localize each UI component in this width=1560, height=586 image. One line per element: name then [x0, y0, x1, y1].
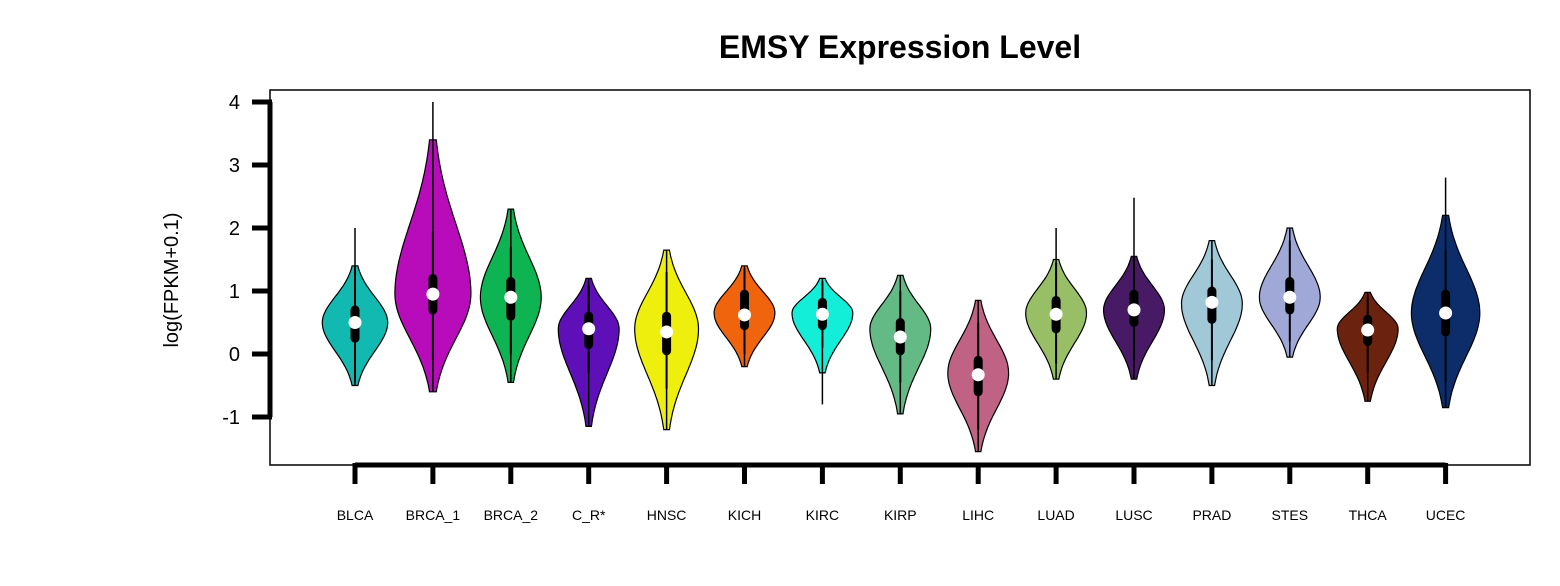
x-tick-label: BRCA_2: [484, 507, 539, 523]
median-point: [893, 330, 907, 344]
violin-kirc: [791, 277, 854, 405]
median-point: [971, 368, 985, 382]
y-tick-label: 2: [229, 218, 240, 240]
x-tick-label: STES: [1272, 507, 1309, 523]
violin-prad: [1180, 240, 1243, 387]
x-tick-label: KICH: [728, 507, 761, 523]
x-tick-label: KIRC: [806, 507, 839, 523]
violin-hnsc: [634, 249, 700, 431]
median-point: [582, 322, 596, 336]
violin-stes: [1258, 227, 1321, 358]
median-point: [738, 308, 751, 322]
y-tick-label: 1: [229, 281, 240, 303]
x-tick-label: KIRP: [884, 507, 917, 523]
median-point: [426, 287, 440, 301]
x-tick-label: LIHC: [962, 507, 994, 523]
median-point: [1361, 323, 1375, 337]
x-axis: BLCA BRCA_1 BRCA_2 C_R* HNSC KICH KIRC KIRP LIHC…: [337, 462, 1466, 523]
x-tick-label: LUSC: [1115, 507, 1152, 523]
violin-thca: [1336, 291, 1399, 402]
y-tick-label: 0: [229, 344, 240, 366]
y-axis: -1 0 1 2 3 4: [222, 92, 273, 429]
median-point: [1049, 307, 1063, 321]
x-tick-label: C_R*: [572, 507, 606, 523]
violin-ucec: [1410, 177, 1481, 409]
median-point: [504, 290, 518, 304]
violin-kich: [713, 265, 776, 368]
violin-lihc: [947, 299, 1010, 453]
x-tick-label: UCEC: [1426, 507, 1466, 523]
median-point: [1127, 303, 1141, 317]
y-axis-label: log(FPKM+0.1): [161, 212, 183, 347]
x-tick-label: PRAD: [1192, 507, 1231, 523]
median-point: [348, 316, 362, 329]
median-point: [660, 325, 674, 339]
violin-kirp: [869, 274, 932, 415]
violin-lusc: [1103, 197, 1165, 380]
y-tick-label: 4: [229, 92, 240, 114]
y-tick-label: 3: [229, 155, 240, 177]
median-point: [1283, 290, 1297, 304]
violin-c-r-: [557, 277, 620, 427]
x-tick-label: BRCA_1: [406, 507, 461, 523]
violin-blca: [321, 228, 389, 387]
chart-title: EMSY Expression Level: [719, 29, 1081, 65]
violin-brca-2: [479, 208, 542, 383]
median-point: [815, 307, 829, 321]
violin-brca-1: [394, 102, 472, 393]
median-point: [1205, 295, 1219, 309]
x-tick-label: HNSC: [647, 507, 687, 523]
x-tick-label: BLCA: [337, 507, 374, 523]
x-tick-label: LUAD: [1037, 507, 1074, 523]
x-tick-label: THCA: [1349, 507, 1388, 523]
y-tick-label: -1: [222, 407, 240, 429]
violins-group: [321, 102, 1481, 453]
median-point: [1439, 306, 1453, 320]
violin-luad: [1025, 228, 1088, 380]
